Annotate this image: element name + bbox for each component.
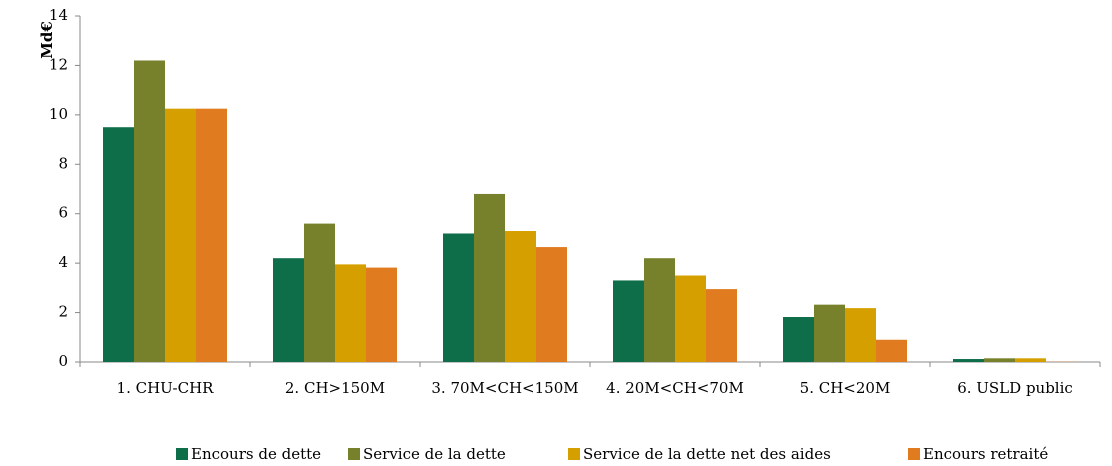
bar	[984, 358, 1015, 362]
legend-label: Service de la dette net des aides	[583, 445, 831, 463]
bar	[814, 304, 845, 362]
bar	[273, 258, 304, 362]
bar	[304, 223, 335, 362]
bar	[103, 127, 134, 362]
legend-swatch	[568, 448, 580, 460]
bar	[1015, 358, 1046, 362]
legend-label: Encours de dette	[191, 445, 321, 463]
bar	[134, 60, 165, 362]
legend-swatch	[176, 448, 188, 460]
y-tick-label: 0	[58, 352, 68, 370]
y-tick-label: 8	[58, 154, 68, 172]
bar	[845, 308, 876, 362]
legend-label: Encours retraité	[923, 445, 1048, 463]
y-tick-label: 6	[58, 204, 68, 222]
x-tick-label: 3. 70M<CH<150M	[431, 379, 578, 397]
bar	[675, 275, 706, 362]
bar	[706, 289, 737, 362]
x-tick-label: 5. CH<20M	[800, 379, 891, 397]
bar	[536, 247, 567, 362]
bar	[783, 317, 814, 362]
y-tick-label: 14	[49, 6, 68, 24]
bar	[443, 233, 474, 362]
bar	[505, 231, 536, 362]
bar	[366, 267, 397, 362]
legend-swatch	[908, 448, 920, 460]
bar	[474, 193, 505, 362]
bar	[335, 264, 366, 362]
bar	[953, 359, 984, 362]
y-tick-label: 12	[49, 55, 68, 73]
x-tick-label: 1. CHU-CHR	[117, 379, 215, 397]
legend-label: Service de la dette	[363, 445, 506, 463]
y-axis-label: Md€	[38, 21, 56, 59]
bar	[644, 258, 675, 362]
bar	[165, 108, 196, 362]
bar	[196, 108, 227, 362]
x-tick-label: 2. CH>150M	[285, 379, 385, 397]
x-tick-label: 4. 20M<CH<70M	[606, 379, 744, 397]
x-tick-label: 6. USLD public	[957, 379, 1073, 397]
bar	[613, 280, 644, 362]
y-tick-label: 4	[58, 253, 68, 271]
bar	[876, 339, 907, 362]
y-tick-label: 10	[49, 105, 68, 123]
y-tick-label: 2	[58, 303, 68, 321]
legend-swatch	[348, 448, 360, 460]
